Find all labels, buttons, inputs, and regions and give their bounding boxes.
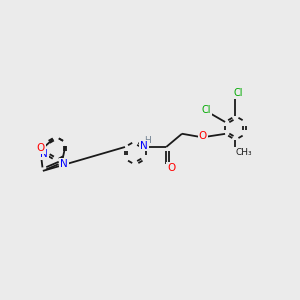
Text: O: O [167, 163, 175, 172]
Text: Cl: Cl [234, 88, 243, 98]
Text: O: O [199, 130, 207, 141]
Text: O: O [36, 143, 45, 153]
Text: N: N [140, 140, 148, 151]
Text: CH₃: CH₃ [235, 148, 252, 157]
Text: Cl: Cl [202, 105, 211, 115]
Text: H: H [144, 136, 151, 145]
Text: N: N [60, 159, 68, 169]
Text: N: N [40, 149, 48, 160]
